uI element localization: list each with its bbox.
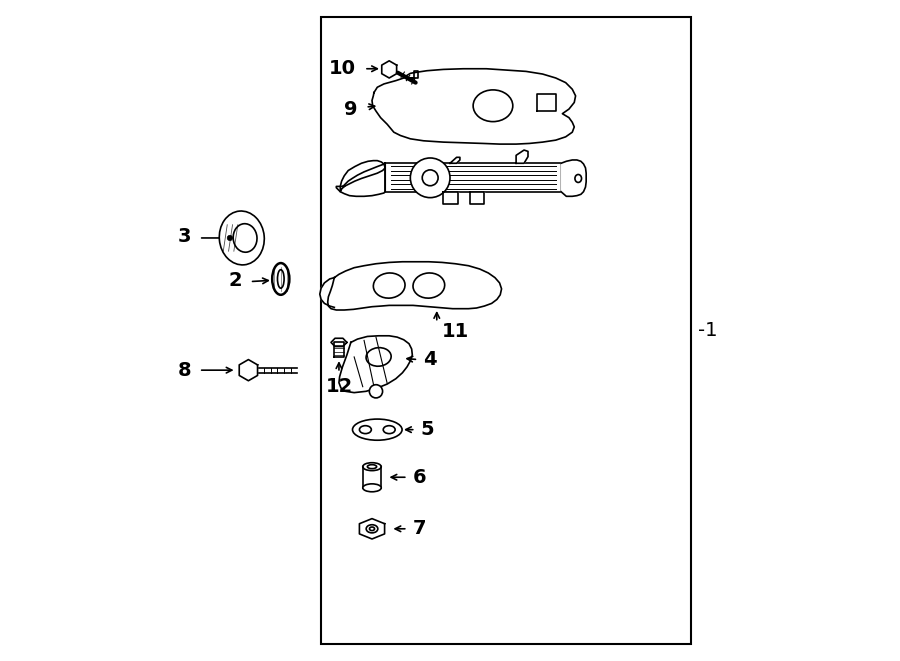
Text: 3: 3	[177, 227, 191, 246]
Ellipse shape	[370, 527, 374, 531]
Text: 6: 6	[413, 468, 427, 486]
Polygon shape	[337, 163, 385, 196]
Text: 4: 4	[424, 350, 437, 369]
Ellipse shape	[272, 263, 290, 295]
Ellipse shape	[575, 175, 581, 182]
Ellipse shape	[277, 270, 284, 288]
Polygon shape	[340, 161, 385, 192]
Circle shape	[422, 170, 438, 186]
Polygon shape	[470, 192, 484, 204]
Polygon shape	[385, 163, 561, 192]
Polygon shape	[339, 336, 412, 393]
Polygon shape	[516, 150, 528, 163]
Bar	[321, 17, 691, 644]
Polygon shape	[450, 157, 460, 163]
Ellipse shape	[366, 525, 378, 533]
Polygon shape	[239, 360, 257, 381]
Ellipse shape	[366, 348, 392, 366]
Polygon shape	[363, 467, 382, 488]
Text: 12: 12	[325, 377, 353, 396]
Polygon shape	[331, 338, 346, 346]
Text: 7: 7	[413, 520, 427, 538]
Polygon shape	[334, 342, 344, 357]
Polygon shape	[537, 94, 556, 111]
Polygon shape	[382, 61, 397, 78]
Ellipse shape	[473, 90, 513, 122]
Text: 8: 8	[177, 361, 191, 379]
Ellipse shape	[413, 273, 445, 298]
Text: 5: 5	[421, 420, 435, 439]
Ellipse shape	[374, 273, 405, 298]
Polygon shape	[259, 368, 297, 373]
Polygon shape	[359, 519, 384, 539]
Circle shape	[410, 158, 450, 198]
Circle shape	[369, 385, 382, 398]
Ellipse shape	[353, 419, 402, 440]
Polygon shape	[320, 278, 334, 307]
Text: 11: 11	[442, 323, 469, 341]
Text: 2: 2	[229, 271, 242, 290]
Ellipse shape	[220, 211, 265, 265]
Polygon shape	[444, 192, 458, 204]
Ellipse shape	[363, 463, 382, 471]
Ellipse shape	[383, 426, 395, 434]
Ellipse shape	[359, 426, 372, 434]
Ellipse shape	[367, 465, 376, 469]
Polygon shape	[561, 160, 586, 196]
Text: -1: -1	[698, 321, 717, 340]
Circle shape	[227, 235, 232, 241]
Polygon shape	[328, 262, 501, 310]
Ellipse shape	[363, 484, 382, 492]
Text: 9: 9	[344, 100, 357, 118]
Text: 10: 10	[329, 59, 356, 77]
Ellipse shape	[233, 223, 257, 253]
Polygon shape	[372, 69, 576, 144]
